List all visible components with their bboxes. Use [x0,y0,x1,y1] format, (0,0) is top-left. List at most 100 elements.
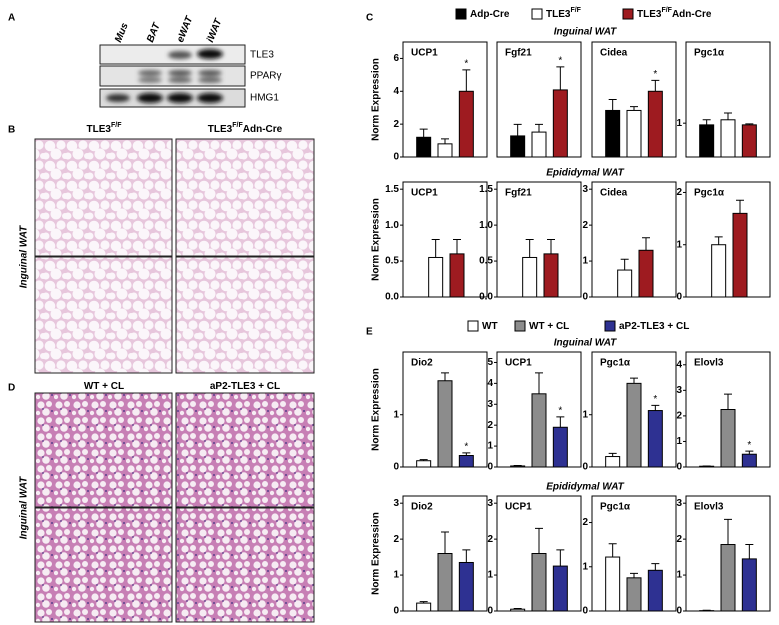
y-tick-label: 1.5 [479,184,493,195]
bar [510,465,526,468]
plot-title: UCP1 [411,48,438,59]
bar [711,244,727,298]
y-tick-label: 3 [676,498,682,509]
bar [437,143,453,158]
plot-title: Pgc1α [694,188,725,199]
bar [510,135,526,158]
error-bar [736,199,744,214]
error-bar [462,452,471,456]
blot-strip [99,65,246,87]
bar [647,410,663,468]
error-bar [513,123,522,136]
error-bar [630,572,638,578]
text-part: F/F [570,7,581,14]
plot-title: Cidea [600,188,628,199]
bar [510,608,526,612]
error-bar [441,138,449,144]
y-tick-label: 3 [676,385,682,396]
error-bar [462,549,471,563]
legend-label: TLE3F/F [546,7,582,19]
y-tick-label: 2 [676,534,682,545]
error-bar [535,372,543,394]
error-bar [745,544,754,559]
lane-label: BAT [145,21,163,44]
y-tick-label: 0 [676,462,682,473]
bar [720,119,736,158]
plot-title: Dio2 [411,358,433,369]
legend-swatch [514,320,526,332]
error-bar [419,459,428,461]
bar [458,90,474,158]
bar [437,553,453,612]
legend-label: WT [482,321,498,332]
text-part: aP2-TLE3 + CL [619,321,689,332]
error-bar [724,393,732,410]
error-bar [547,239,555,254]
y-tick-label: 2 [582,220,588,231]
bar [543,253,559,298]
y-tick-label: 3 [393,498,399,509]
bar [741,453,757,468]
error-bar [556,549,565,567]
y-tick-label: 1 [487,441,493,452]
bar [416,602,432,612]
section-title: Epididymal WAT [546,168,624,179]
significance-label: * [558,405,562,416]
error-bar [441,372,449,381]
section-title: Inguinal WAT [554,338,617,349]
y-tick-label: 0 [393,462,399,473]
text-part: WT + CL [84,381,124,392]
y-tick-label: 0 [676,606,682,617]
y-tick-label: 1.0 [479,220,493,231]
y-tick-label: 1.0 [385,220,399,231]
y-tick-label: 1 [676,570,682,581]
y-tick-label: 0 [393,606,399,617]
error-bar [724,112,732,120]
text-part: Adp-Cre [470,9,510,20]
error-bar [745,123,754,125]
band-label: TLE3 [250,50,274,61]
error-bar [630,106,638,111]
bar [720,544,736,612]
legend-label: TLE3F/FAdn-Cre [637,7,712,19]
y-axis-label: Norm Expression [371,58,382,141]
blot-bands [106,49,223,103]
y-tick-label: 0 [582,462,588,473]
y-tick-label: 4 [393,86,399,97]
error-bar [419,128,428,138]
significance-label: * [464,59,468,70]
y-tick-label: 1 [582,409,588,420]
panel-label: B [8,125,15,136]
significance-label: * [558,56,562,67]
row-label: Inguinal WAT [19,225,30,288]
histology-image [34,256,173,374]
significance-label: * [653,394,657,405]
y-tick-label: 2 [487,534,493,545]
bar [416,460,432,468]
legend-swatch [467,320,479,332]
blot [99,44,246,108]
plot-frame [402,181,488,298]
y-tick-label: 3 [487,399,493,410]
y-tick-label: 1 [676,239,682,250]
column-header: aP2-TLE3 + CL [210,381,280,392]
text-part: TLE3 [637,9,662,20]
error-bar [651,404,660,411]
error-bar [556,416,565,428]
bar [605,456,621,468]
histology-image [175,507,315,623]
lane-label: iWAT [205,17,225,44]
error-bar [535,123,543,133]
text-part: TLE3 [546,9,571,20]
error-bar [630,377,638,384]
error-bar [608,452,617,457]
bar [720,409,736,468]
y-tick-label: 1 [582,256,588,267]
section-title: Inguinal WAT [554,27,617,38]
y-axis-label: Norm Expression [371,198,382,281]
legend-swatch [455,8,467,20]
error-bar [535,527,543,554]
error-bar [608,99,617,111]
lane-label: eWAT [175,14,196,44]
